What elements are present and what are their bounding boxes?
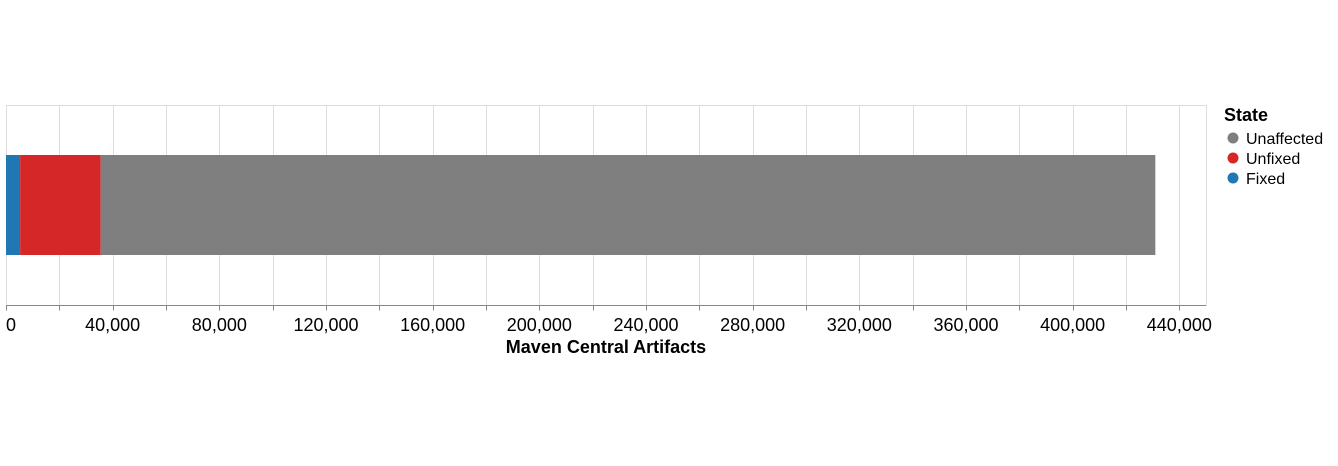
x-tick-label: 280,000	[720, 315, 785, 335]
x-axis-title: Maven Central Artifacts	[506, 337, 706, 357]
x-axis: 0 40,000 80,000 120,000 160,000 200,000 240,00…	[6, 305, 1212, 335]
legend-title: State	[1224, 105, 1268, 125]
x-tick-label: 40,000	[85, 315, 140, 335]
bar-segment-unaffected	[100, 155, 1156, 255]
x-tick-label: 120,000	[293, 315, 358, 335]
legend-swatch-unfixed	[1227, 152, 1239, 164]
bar-segment-unfixed	[20, 155, 101, 255]
legend-label-unaffected: Unaffected	[1246, 131, 1323, 148]
x-tick-label: 400,000	[1040, 315, 1105, 335]
bars	[6, 155, 1156, 255]
legend-swatch-unaffected	[1227, 132, 1239, 144]
x-tick-label: 200,000	[507, 315, 572, 335]
legend-label-fixed: Fixed	[1246, 171, 1285, 188]
x-tick-label: 0	[6, 315, 16, 335]
x-tick-label: 320,000	[827, 315, 892, 335]
x-tick-label: 160,000	[400, 315, 465, 335]
legend: State Unaffected Unfixed Fixed	[1224, 105, 1323, 188]
legend-swatch-fixed	[1227, 172, 1239, 184]
legend-label-unfixed: Unfixed	[1246, 151, 1300, 168]
x-tick-label: 360,000	[933, 315, 998, 335]
x-tick-label: 240,000	[613, 315, 678, 335]
x-tick-label: 80,000	[192, 315, 247, 335]
x-tick-label: 440,000	[1147, 315, 1212, 335]
bar-segment-fixed	[6, 155, 21, 255]
